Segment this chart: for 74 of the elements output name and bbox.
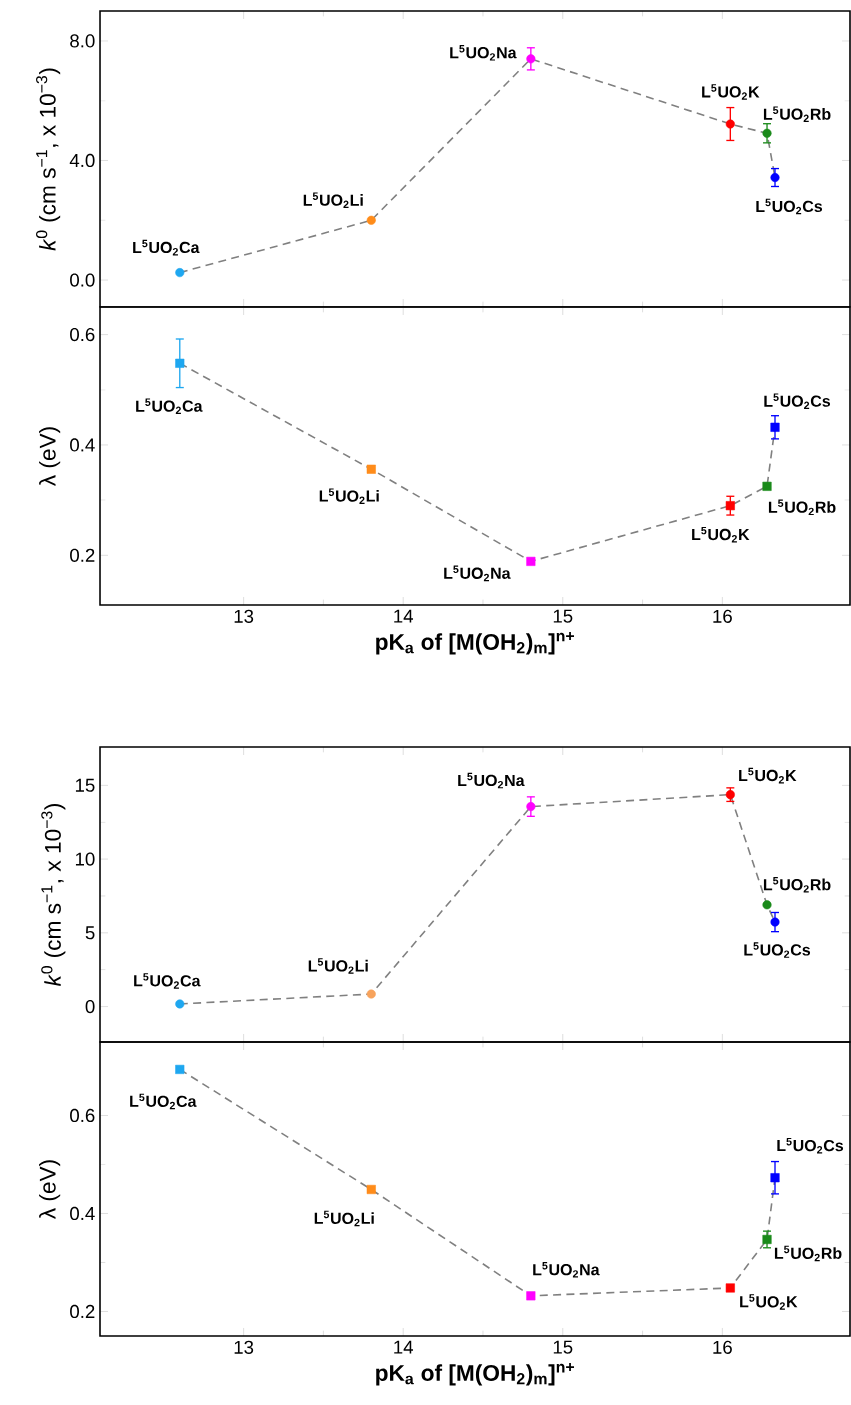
annotation: L$^{5}$UO$_{2}$Ca [136, 398, 203, 415]
y-tick-label: 0.6 [70, 1108, 95, 1123]
point [762, 900, 772, 910]
x-tick-label: 15 [553, 1340, 573, 1354]
annotation: L$^{5}$UO$_{2}$Cs [764, 393, 831, 410]
x-tick-label: 15 [553, 609, 573, 623]
x-tick-label: 13 [234, 1340, 254, 1354]
y-axis-title: k$^{0}$ (cm s$^{−1}$, x 10$^{−3}$) [36, 68, 61, 251]
point [366, 1184, 376, 1195]
point [762, 481, 772, 491]
annotation: L$^{5}$UO$_{2}$Rb [768, 499, 836, 516]
annotation: L$^{5}$UO$_{2}$Rb [774, 1245, 842, 1262]
annotation: L$^{5}$UO$_{2}$K [740, 1294, 798, 1310]
y-tick-label: 4.0 [69, 153, 95, 168]
y-tick-label: 5 [85, 926, 95, 940]
y-tick-label: 0.2 [70, 548, 95, 562]
y-tick-label: 0.0 [70, 273, 95, 287]
y-tick-label: 8.0 [70, 34, 95, 48]
point [526, 54, 536, 64]
y-tick-label: 15 [75, 778, 95, 792]
point [762, 1234, 772, 1244]
annotation: L$^{5}$UO$_{2}$Li [303, 192, 363, 209]
y-axis-title: λ (eV) [39, 427, 61, 487]
annotation: L$^{5}$UO$_{2}$Rb [763, 106, 831, 123]
x-axis-title: pK$_{a}$ of [M(OH$_{2}$)$_{m}$]$^{n+}$ [376, 632, 575, 655]
point [366, 989, 376, 999]
annotation: L$^{5}$UO$_{2}$Na [458, 772, 525, 789]
point [366, 464, 376, 474]
y-tick-label: 0 [85, 999, 95, 1014]
point [725, 1283, 735, 1293]
x-tick-label: 16 [713, 1340, 732, 1354]
annotation: L$^{5}$UO$_{2}$K [702, 84, 760, 100]
y-tick-label: 10 [75, 852, 95, 866]
annotation: L$^{5}$UO$_{2}$Ca [134, 973, 201, 989]
x-tick-label: 14 [394, 1340, 414, 1354]
annotation: L$^{5}$UO$_{2}$Cs [777, 1137, 844, 1154]
point [175, 268, 185, 278]
x-tick-label: 14 [394, 609, 414, 623]
point [526, 556, 536, 566]
y-tick-label: 0.6 [70, 327, 95, 342]
point [762, 128, 772, 138]
y-tick-label: 0.2 [70, 1304, 95, 1319]
point [526, 802, 536, 812]
point [770, 422, 780, 432]
point [175, 999, 185, 1009]
annotation: L$^{5}$UO$_{2}$Ca [133, 239, 200, 256]
y-tick-label: 0.4 [70, 1206, 95, 1221]
point [770, 172, 780, 183]
point [175, 358, 185, 368]
point [770, 1173, 780, 1183]
annotation: L$^{5}$UO$_{2}$Cs [744, 942, 811, 958]
annotation: L$^{5}$UO$_{2}$Na [533, 1262, 600, 1278]
annotation: L$^{5}$UO$_{2}$Rb [763, 877, 831, 893]
annotation: L$^{5}$UO$_{2}$Li [319, 488, 379, 505]
point [725, 501, 735, 511]
annotation: L$^{5}$UO$_{2}$Na [444, 565, 511, 582]
point [175, 1064, 185, 1074]
y-axis-title: λ (eV) [39, 1160, 61, 1220]
point [770, 917, 780, 927]
x-tick-label: 16 [713, 609, 732, 623]
x-axis-title: pK$_{a}$ of [M(OH$_{2}$)$_{m}$]$^{n+}$ [376, 1363, 575, 1386]
annotation: L$^{5}$UO$_{2}$K [739, 767, 797, 784]
y-axis-title: k$^{0}$ (cm s$^{−1}$, x 10$^{−3}$) [41, 803, 66, 987]
annotation: L$^{5}$UO$_{2}$Li [308, 958, 368, 974]
annotation: L$^{5}$UO$_{2}$Na [450, 45, 517, 61]
annotation: L$^{5}$UO$_{2}$Li [314, 1210, 374, 1227]
annotation: L$^{5}$UO$_{2}$K [692, 526, 750, 543]
point [725, 119, 735, 129]
annotation: L$^{5}$UO$_{2}$Cs [756, 198, 823, 215]
x-tick-label: 13 [234, 609, 254, 623]
y-tick-label: 0.4 [70, 438, 95, 452]
annotation: L$^{5}$UO$_{2}$Ca [130, 1093, 197, 1110]
point [366, 215, 376, 225]
point [526, 1291, 536, 1301]
